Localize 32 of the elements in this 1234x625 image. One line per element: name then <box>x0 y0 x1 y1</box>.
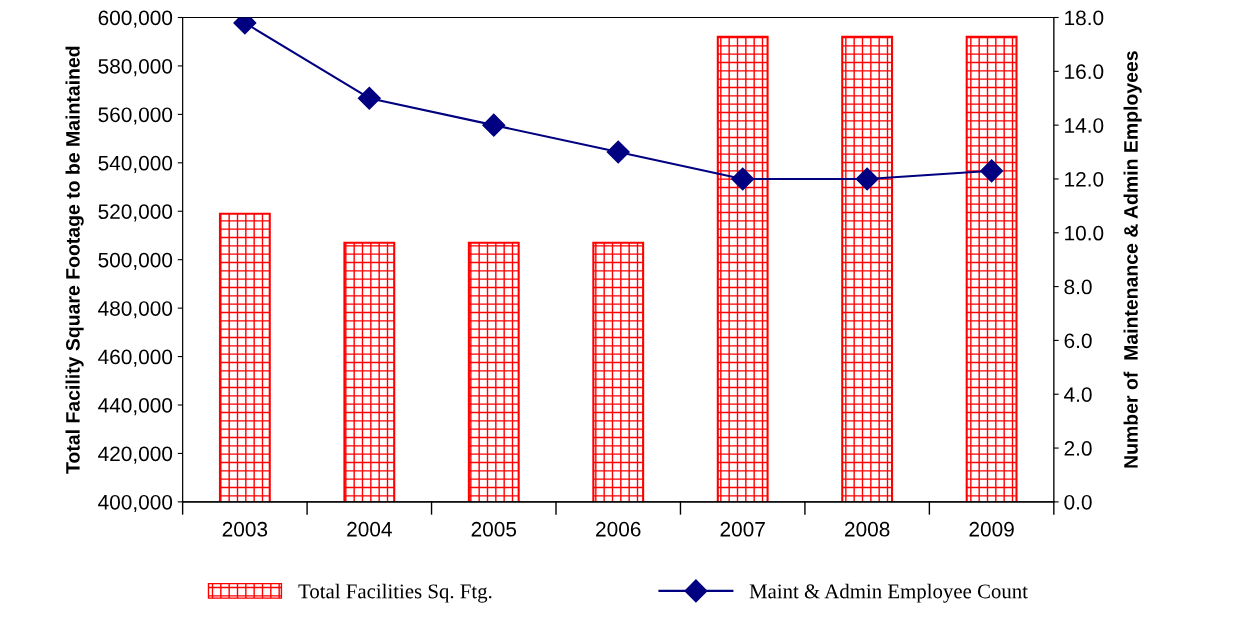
y2-tick-label: 6.0 <box>1064 333 1092 349</box>
x-tick-label: 2009 <box>969 521 1014 537</box>
y2-tick-label: 4.0 <box>1064 387 1092 402</box>
x-tick-label: 2008 <box>845 521 890 537</box>
y2-tick-label: 2.0 <box>1064 441 1092 456</box>
x-tick-label: 2004 <box>347 521 392 537</box>
x-tick-label: 2006 <box>596 521 641 537</box>
x-tick-label: 2003 <box>222 521 268 537</box>
y2-tick-label: 16.0 <box>1065 64 1104 80</box>
legend-label: Maint & Admin Employee Count <box>749 583 1028 603</box>
y2-tick-label: 0.0 <box>1064 494 1092 510</box>
y-tick-label: 520,000 <box>98 204 173 222</box>
y-tick-label: 440,000 <box>98 398 173 416</box>
y-tick-label: 480,000 <box>98 301 173 319</box>
y-tick-label: 600,000 <box>98 10 173 28</box>
y-tick-label: 580,000 <box>98 58 173 77</box>
y2-axis-title: Number of Maintenance & Admin Employees <box>1123 51 1142 468</box>
y2-tick-label: 10.0 <box>1065 225 1104 241</box>
y2-tick-label: 12.0 <box>1065 171 1104 187</box>
y-axis-title: Total Facility Square Footage to be Maintained <box>65 46 84 474</box>
y-tick-label: 560,000 <box>98 107 173 125</box>
y-tick-label: 540,000 <box>98 155 173 174</box>
x-tick-label: 2005 <box>471 521 517 537</box>
y2-tick-label: 18.0 <box>1065 10 1104 26</box>
y-tick-label: 420,000 <box>98 446 173 464</box>
y-tick-label: 400,000 <box>98 494 173 513</box>
y-tick-label: 460,000 <box>98 349 173 367</box>
y2-tick-label: 14.0 <box>1065 118 1104 133</box>
y2-tick-label: 8.0 <box>1064 279 1092 295</box>
legend-label: Total Facilities Sq. Ftg. <box>298 583 492 603</box>
y-tick-label: 500,000 <box>98 252 173 270</box>
x-tick-label: 2007 <box>720 521 765 537</box>
